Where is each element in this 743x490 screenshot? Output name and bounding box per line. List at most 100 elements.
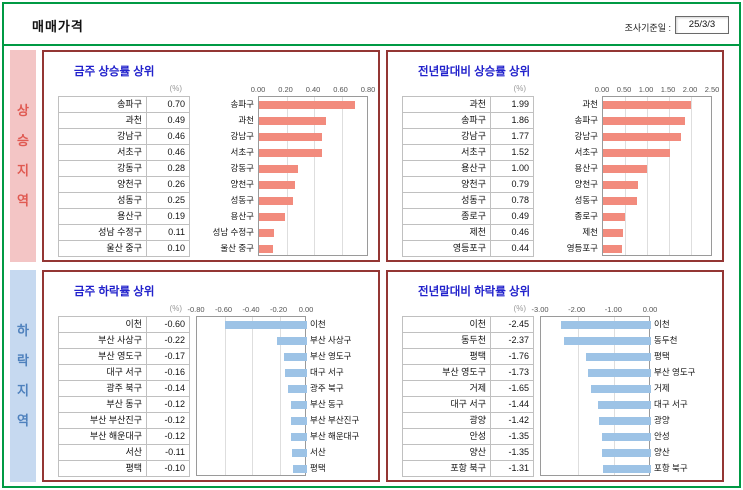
region-value: 0.44 <box>491 241 534 256</box>
chart-plot-column: -3.00 -2.00 -1.00 0.00 <box>531 304 657 476</box>
chart-gridline <box>647 97 648 255</box>
region-name: 서초구 <box>59 145 147 160</box>
region-value: -1.31 <box>491 461 534 476</box>
axis-tick-label: 0.00 <box>594 85 610 94</box>
chart-axis: -3.00 -2.00 -1.00 0.00 <box>531 304 657 316</box>
table-row: 성동구 0.25 <box>59 193 190 209</box>
chart-bar <box>259 229 275 237</box>
chart-category-label: 과천 <box>582 99 598 109</box>
chart-plot-column: -0.80 -0.60 -0.40 -0.20 0.00 <box>187 304 313 476</box>
chart-bar <box>259 213 286 221</box>
region-name: 광주 북구 <box>59 381 147 396</box>
region-value: -0.12 <box>147 413 190 428</box>
region-name: 부산 영도구 <box>403 365 491 380</box>
chart-bar <box>293 465 307 473</box>
chart-category-label: 강남구 <box>230 131 254 141</box>
region-name: 종로구 <box>403 209 491 224</box>
axis-tick-label: 2.00 <box>682 85 698 94</box>
sidebar-falling-band: 하락지역 <box>10 270 36 482</box>
axis-tick-label: 0.40 <box>305 85 321 94</box>
table-row: 양천구 0.26 <box>59 177 190 193</box>
table-row: 부산 사상구 -0.22 <box>59 333 190 349</box>
chart-category-label: 동두천 <box>654 335 678 345</box>
chart-bar <box>561 321 651 329</box>
chart-bar <box>224 321 307 329</box>
chart-category-label: 이천 <box>310 319 326 329</box>
survey-date-box[interactable]: 25/3/3 <box>675 16 729 34</box>
region-value: -1.42 <box>491 413 534 428</box>
region-name: 용산구 <box>403 161 491 176</box>
chart-category-label: 대구 서구 <box>310 367 344 377</box>
region-name: 거제 <box>403 381 491 396</box>
table-row: 대구 서구 -0.16 <box>59 365 190 381</box>
region-value: 0.11 <box>147 225 190 240</box>
region-value: -1.35 <box>491 429 534 444</box>
region-value: -0.22 <box>147 333 190 348</box>
chart-category-label: 양천구 <box>574 179 598 189</box>
region-value: 0.78 <box>491 193 534 208</box>
table-row: 부산 영도구 -0.17 <box>59 349 190 365</box>
region-value: 0.28 <box>147 161 190 176</box>
chart-bar <box>564 337 651 345</box>
axis-tick-label: 0.50 <box>616 85 632 94</box>
panel-title: 전년말대비 상승률 상위 <box>418 66 531 78</box>
panel-ytd-fall: 전년말대비 하락률 상위 (%) 이천 -2.45 동두천 -2.37 평택 -1.76 부… <box>386 270 724 482</box>
table-row: 거제 -1.65 <box>403 381 534 397</box>
chart-gridline <box>341 97 343 255</box>
chart-category-label: 용산구 <box>574 163 598 173</box>
chart-gridline <box>614 317 616 475</box>
axis-tick-label: -3.00 <box>531 305 549 314</box>
chart-bar <box>603 245 623 253</box>
region-value: 0.49 <box>147 113 190 128</box>
region-value: -1.73 <box>491 365 534 380</box>
region-value: 1.99 <box>491 97 534 112</box>
chart-category-labels: 이천 동두천 평택 부산 영도구 거제 대구 서구 광양 안성 양산 포항 북구 <box>650 304 718 476</box>
chart-category-label: 성동구 <box>230 195 254 205</box>
region-value: -0.17 <box>147 349 190 364</box>
chart-bar <box>603 165 647 173</box>
axis-tick-label: -1.00 <box>604 305 622 314</box>
bar-chart: -0.80 -0.60 -0.40 -0.20 0.00 이천 부산 사상구 부산 영도구 대구… <box>187 304 374 476</box>
chart-category-label: 포항 북구 <box>654 463 688 473</box>
table-row: 울산 중구 0.10 <box>59 241 190 257</box>
unit-label: (%) <box>169 84 182 93</box>
table-row: 안성 -1.35 <box>403 429 534 445</box>
chart-bar <box>603 101 691 109</box>
table-row: 종로구 0.49 <box>403 209 534 225</box>
chart-category-label: 광양 <box>654 415 670 425</box>
chart-gridline <box>252 317 253 475</box>
table-row: 송파구 0.70 <box>59 97 190 113</box>
axis-tick-label: 0.00 <box>250 85 266 94</box>
table-row: 용산구 1.00 <box>403 161 534 177</box>
rising-region-label: 상승지역 <box>17 103 29 208</box>
axis-tick-label: 2.50 <box>704 85 720 94</box>
chart-category-label: 평택 <box>654 351 670 361</box>
chart-gridline <box>691 97 692 255</box>
region-name: 평택 <box>59 461 147 476</box>
region-name: 용산구 <box>59 209 147 224</box>
chart-category-label: 성남 수정구 <box>212 227 254 237</box>
region-name: 강남구 <box>403 129 491 144</box>
region-value: -0.60 <box>147 317 190 332</box>
table-row: 평택 -1.76 <box>403 349 534 365</box>
panel-ytd-rise: 전년말대비 상승률 상위 (%) 과천 1.99 송파구 1.86 강남구 1.77 서초구… <box>386 50 724 262</box>
header-divider <box>4 44 739 46</box>
chart-category-label: 종로구 <box>574 211 598 221</box>
region-name: 강남구 <box>59 129 147 144</box>
region-table: 이천 -2.45 동두천 -2.37 평택 -1.76 부산 영도구 -1.73 거제 -1.65… <box>402 316 534 477</box>
region-name: 양천구 <box>59 177 147 192</box>
axis-tick-label: 1.00 <box>638 85 654 94</box>
region-value: 1.52 <box>491 145 534 160</box>
chart-category-label: 서초구 <box>230 147 254 157</box>
chart-category-label: 강남구 <box>574 131 598 141</box>
region-name: 제천 <box>403 225 491 240</box>
region-value: 0.19 <box>147 209 190 224</box>
chart-category-labels: 과천 송파구 강남구 서초구 용산구 양천구 성동구 종로구 제천 영등포구 <box>540 84 602 256</box>
chart-bar <box>259 117 327 125</box>
axis-tick-label: 0.60 <box>333 85 348 94</box>
region-name: 부산 해운대구 <box>59 429 147 444</box>
chart-category-label: 평택 <box>310 463 326 473</box>
axis-tick-label: -0.80 <box>187 305 205 314</box>
chart-gridline <box>279 317 281 475</box>
